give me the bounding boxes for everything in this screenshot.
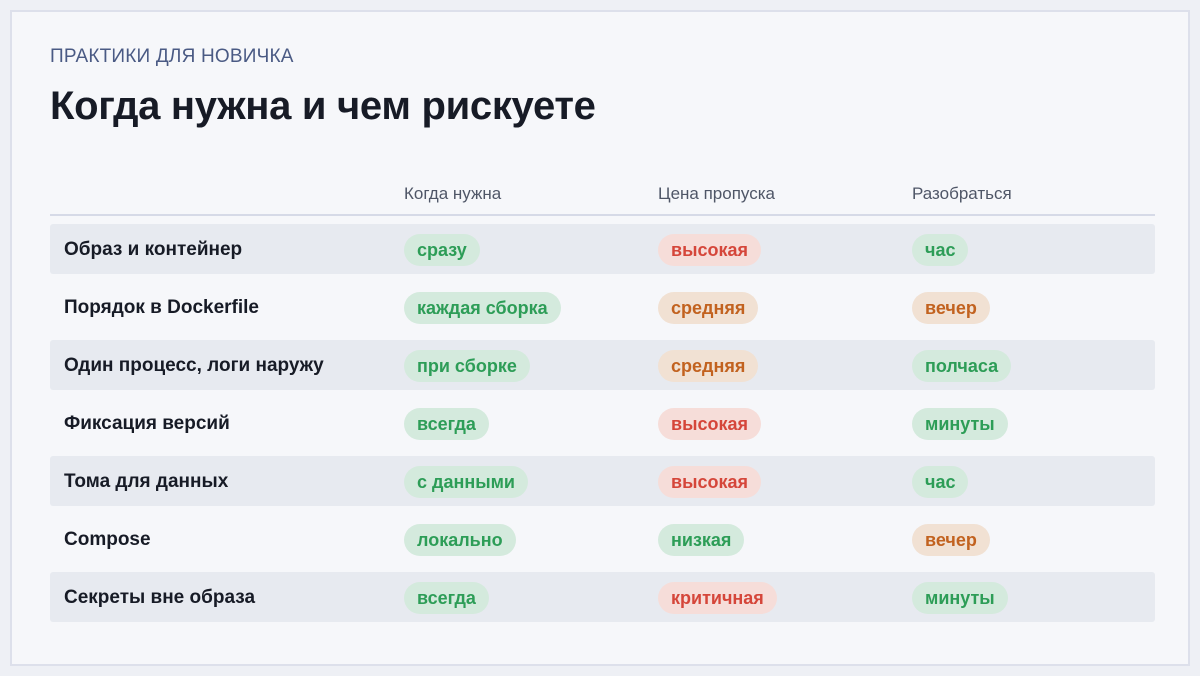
row-label: Секреты вне образа <box>64 587 256 608</box>
cost-badge: критичная <box>658 582 777 614</box>
cost-badge: высокая <box>658 408 761 440</box>
column-header-when: Когда нужна <box>404 184 502 203</box>
learn-badge: час <box>912 234 969 266</box>
table-body: Образ и контейнер сразу высокая час Поря… <box>50 224 1155 622</box>
learn-badge: вечер <box>912 292 990 324</box>
learn-badge: минуты <box>912 582 1008 614</box>
learn-badge: полчаса <box>912 350 1012 382</box>
table-row: Образ и контейнер сразу высокая час <box>50 224 1155 274</box>
row-label: Тома для данных <box>64 471 229 492</box>
when-badge: локально <box>404 524 516 556</box>
column-header-cost: Цена пропуска <box>658 184 775 203</box>
row-label: Фиксация версий <box>64 413 230 434</box>
page-title: Когда нужна и чем рискуете <box>50 84 596 128</box>
when-badge: всегда <box>404 408 489 440</box>
cost-badge: низкая <box>658 524 745 556</box>
when-badge: при сборке <box>404 350 530 382</box>
row-label: Один процесс, логи наружу <box>64 355 324 376</box>
table-row: Порядок в Dockerfile каждая сборка средн… <box>50 282 1155 332</box>
practices-table: Когда нужна Цена пропуска Разобраться Об… <box>50 180 1155 630</box>
table-row: Один процесс, логи наружу при сборке сре… <box>50 340 1155 390</box>
eyebrow-label: ПРАКТИКИ ДЛЯ НОВИЧКА <box>50 46 294 67</box>
row-label: Compose <box>64 529 151 550</box>
table-row: Тома для данных с данными высокая час <box>50 456 1155 506</box>
learn-badge: минуты <box>912 408 1008 440</box>
table-header: Когда нужна Цена пропуска Разобраться <box>50 180 1155 216</box>
cost-badge: высокая <box>658 234 761 266</box>
when-badge: с данными <box>404 466 528 498</box>
table-row: Фиксация версий всегда высокая минуты <box>50 398 1155 448</box>
row-label: Образ и контейнер <box>64 239 243 260</box>
slide-card: ПРАКТИКИ ДЛЯ НОВИЧКА Когда нужна и чем р… <box>10 10 1190 666</box>
table-row: Секреты вне образа всегда критичная мину… <box>50 572 1155 622</box>
when-badge: каждая сборка <box>404 292 561 324</box>
table-row: Compose локально низкая вечер <box>50 514 1155 564</box>
learn-badge: час <box>912 466 969 498</box>
cost-badge: средняя <box>658 350 759 382</box>
row-label: Порядок в Dockerfile <box>64 297 259 318</box>
when-badge: сразу <box>404 234 480 266</box>
column-header-learn: Разобраться <box>912 184 1012 203</box>
cost-badge: высокая <box>658 466 761 498</box>
cost-badge: средняя <box>658 292 759 324</box>
when-badge: всегда <box>404 582 489 614</box>
learn-badge: вечер <box>912 524 990 556</box>
